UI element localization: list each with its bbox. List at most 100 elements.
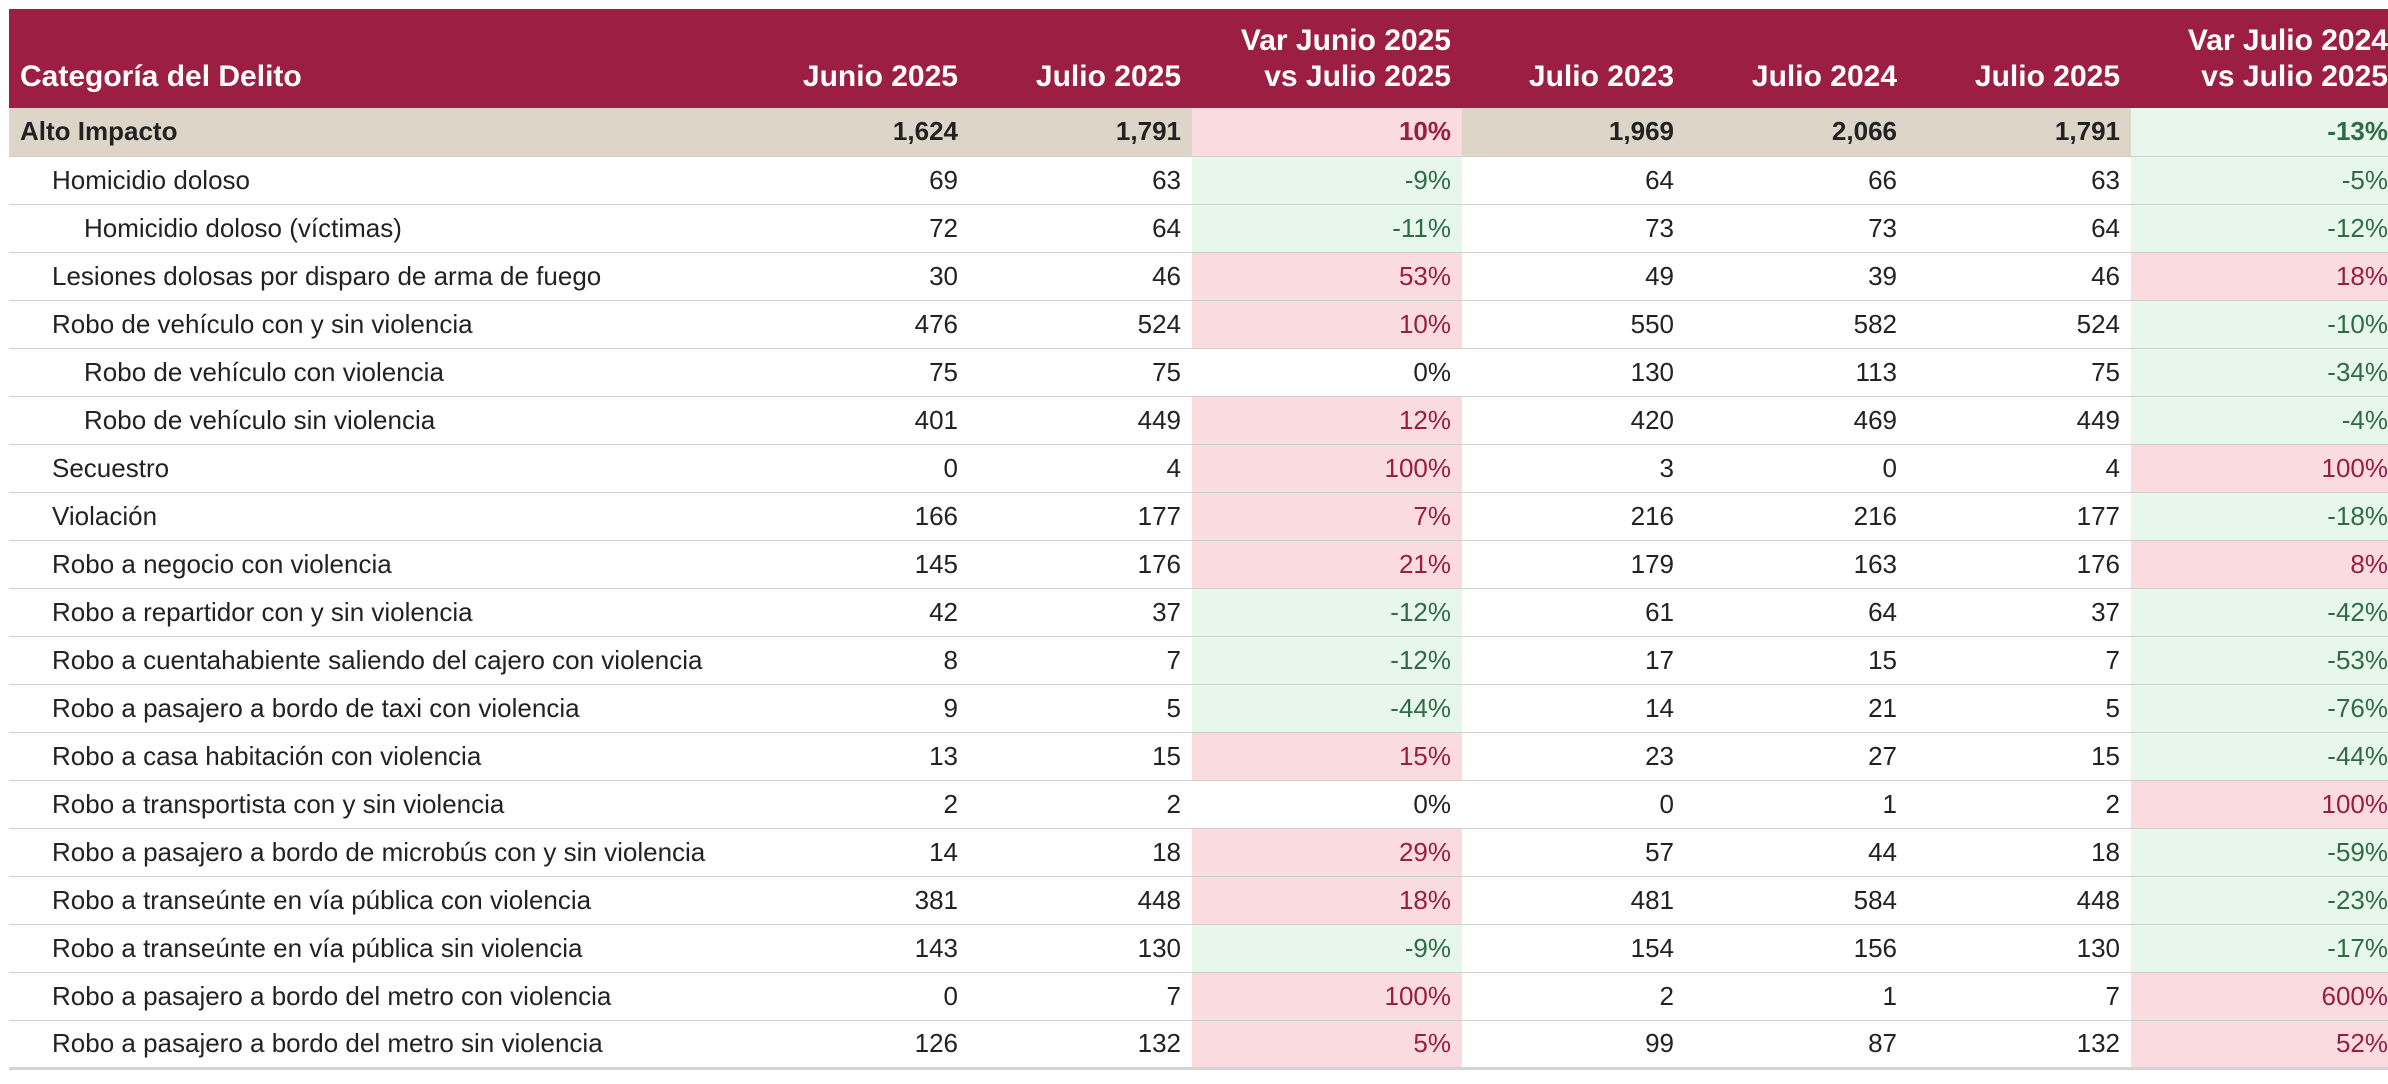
var-junio-julio-cell: 0%: [1192, 348, 1462, 397]
julio-2025-cell: 18: [969, 828, 1192, 877]
category-cell: Robo a pasajero a bordo de microbús con …: [9, 828, 746, 877]
table-header: Categoría del Delito Junio 2025 Julio 20…: [9, 9, 2388, 108]
julio-2025-cell: 64: [969, 204, 1192, 253]
julio-2025-cell: 449: [969, 396, 1192, 445]
var-julio-2024-2025-cell: 100%: [2131, 444, 2388, 493]
julio-2024-cell: 64: [1685, 588, 1908, 637]
julio-2024-cell: 216: [1685, 492, 1908, 541]
julio-2025-cell: 15: [969, 732, 1192, 781]
julio-2025-second-cell: 15: [1908, 732, 2131, 781]
category-cell: Robo de vehículo sin violencia: [9, 396, 746, 445]
julio-2024-cell: 469: [1685, 396, 1908, 445]
category-cell: Lesiones dolosas por disparo de arma de …: [9, 252, 746, 301]
junio-2025-cell: 14: [746, 828, 969, 877]
junio-2025-cell: 13: [746, 732, 969, 781]
julio-2023-cell: 0: [1462, 780, 1685, 829]
var-julio-2024-2025-cell: -34%: [2131, 348, 2388, 397]
table-row: Violación 166 177 7% 216 216 177 -18%: [9, 492, 2388, 541]
julio-2025-cell: 7: [969, 972, 1192, 1021]
julio-2025-second-cell: 176: [1908, 540, 2131, 589]
var-junio-julio-cell: -9%: [1192, 156, 1462, 205]
var-junio-julio-cell: 29%: [1192, 828, 1462, 877]
var-julio-2024-2025-cell: -10%: [2131, 300, 2388, 349]
var-julio-2024-2025-cell: -5%: [2131, 156, 2388, 205]
julio-2025-second-cell: 46: [1908, 252, 2131, 301]
table-row: Robo a negocio con violencia 145 176 21% 179…: [9, 540, 2388, 589]
header-var-junio-julio-2025: Var Junio 2025 vs Julio 2025: [1192, 9, 1462, 108]
header-julio-2025-second: Julio 2025: [1908, 9, 2131, 108]
julio-2024-cell: 582: [1685, 300, 1908, 349]
julio-2023-cell: 64: [1462, 156, 1685, 205]
julio-2025-cell: 132: [969, 1020, 1192, 1069]
var-julio-2024-2025-cell: -59%: [2131, 828, 2388, 877]
table-row: Robo a repartidor con y sin violencia 42 3…: [9, 588, 2388, 637]
julio-2025-second-cell: 7: [1908, 972, 2131, 1021]
category-cell: Robo a casa habitación con violencia: [9, 732, 746, 781]
header-julio-2023: Julio 2023: [1462, 9, 1685, 108]
category-cell: Violación: [9, 492, 746, 541]
category-cell: Robo a cuentahabiente saliendo del cajer…: [9, 636, 746, 685]
var-julio-2024-2025-cell: 18%: [2131, 252, 2388, 301]
julio-2023-cell: 216: [1462, 492, 1685, 541]
category-cell: Homicidio doloso: [9, 156, 746, 205]
var-junio-julio-cell: 100%: [1192, 444, 1462, 493]
category-cell: Secuestro: [9, 444, 746, 493]
julio-2025-cell: 75: [969, 348, 1192, 397]
var-junio-julio-cell: -44%: [1192, 684, 1462, 733]
julio-2025-cell: 7: [969, 636, 1192, 685]
julio-2023-cell: 481: [1462, 876, 1685, 925]
julio-2024-cell: 1: [1685, 780, 1908, 829]
table-row: Robo a transportista con y sin violencia…: [9, 780, 2388, 829]
category-cell: Homicidio doloso (víctimas): [9, 204, 746, 253]
var-junio-julio-cell: -11%: [1192, 204, 1462, 253]
julio-2023-cell: 57: [1462, 828, 1685, 877]
julio-2023-cell: 73: [1462, 204, 1685, 253]
var-julio-2024-2025-cell: -44%: [2131, 732, 2388, 781]
julio-2024-cell: 66: [1685, 156, 1908, 205]
julio-2025-second-cell: 75: [1908, 348, 2131, 397]
var-julio-2024-2025-cell: 100%: [2131, 780, 2388, 829]
table-row: Robo de vehículo con y sin violencia 476 5…: [9, 300, 2388, 349]
julio-2024-cell: 113: [1685, 348, 1908, 397]
julio-2024-cell: 2,066: [1685, 108, 1908, 157]
var-junio-julio-cell: 15%: [1192, 732, 1462, 781]
table-row: Robo de vehículo sin violencia 401 449 12% 4…: [9, 396, 2388, 445]
category-cell: Robo a pasajero a bordo del metro con vi…: [9, 972, 746, 1021]
junio-2025-cell: 145: [746, 540, 969, 589]
julio-2025-cell: 1,791: [969, 108, 1192, 157]
var-julio-2024-2025-cell: -4%: [2131, 396, 2388, 445]
var-julio-2024-2025-cell: -13%: [2131, 108, 2388, 157]
category-cell: Robo a negocio con violencia: [9, 540, 746, 589]
junio-2025-cell: 30: [746, 252, 969, 301]
julio-2023-cell: 179: [1462, 540, 1685, 589]
julio-2023-cell: 14: [1462, 684, 1685, 733]
julio-2023-cell: 49: [1462, 252, 1685, 301]
julio-2024-cell: 21: [1685, 684, 1908, 733]
var-junio-julio-cell: -12%: [1192, 636, 1462, 685]
table-row: Robo a transeúnte en vía pública con vio…: [9, 876, 2388, 925]
var-julio-2024-2025-cell: -12%: [2131, 204, 2388, 253]
header-junio-2025: Junio 2025: [746, 9, 969, 108]
header-category: Categoría del Delito: [9, 9, 746, 108]
var-junio-julio-cell: 53%: [1192, 252, 1462, 301]
var-junio-julio-cell: -9%: [1192, 924, 1462, 973]
julio-2024-cell: 0: [1685, 444, 1908, 493]
junio-2025-cell: 476: [746, 300, 969, 349]
julio-2025-cell: 37: [969, 588, 1192, 637]
julio-2025-cell: 524: [969, 300, 1192, 349]
julio-2024-cell: 73: [1685, 204, 1908, 253]
category-cell: Robo a pasajero a bordo de taxi con viol…: [9, 684, 746, 733]
var-julio-2024-2025-cell: -76%: [2131, 684, 2388, 733]
julio-2025-cell: 5: [969, 684, 1192, 733]
junio-2025-cell: 0: [746, 972, 969, 1021]
julio-2025-second-cell: 7: [1908, 636, 2131, 685]
junio-2025-cell: 381: [746, 876, 969, 925]
crime-statistics-table: Categoría del Delito Junio 2025 Julio 20…: [9, 9, 2388, 1070]
junio-2025-cell: 166: [746, 492, 969, 541]
table-row: Robo a pasajero a bordo del metro con vi…: [9, 972, 2388, 1021]
julio-2025-second-cell: 64: [1908, 204, 2131, 253]
var-junio-julio-cell: 0%: [1192, 780, 1462, 829]
julio-2023-cell: 130: [1462, 348, 1685, 397]
junio-2025-cell: 2: [746, 780, 969, 829]
junio-2025-cell: 9: [746, 684, 969, 733]
